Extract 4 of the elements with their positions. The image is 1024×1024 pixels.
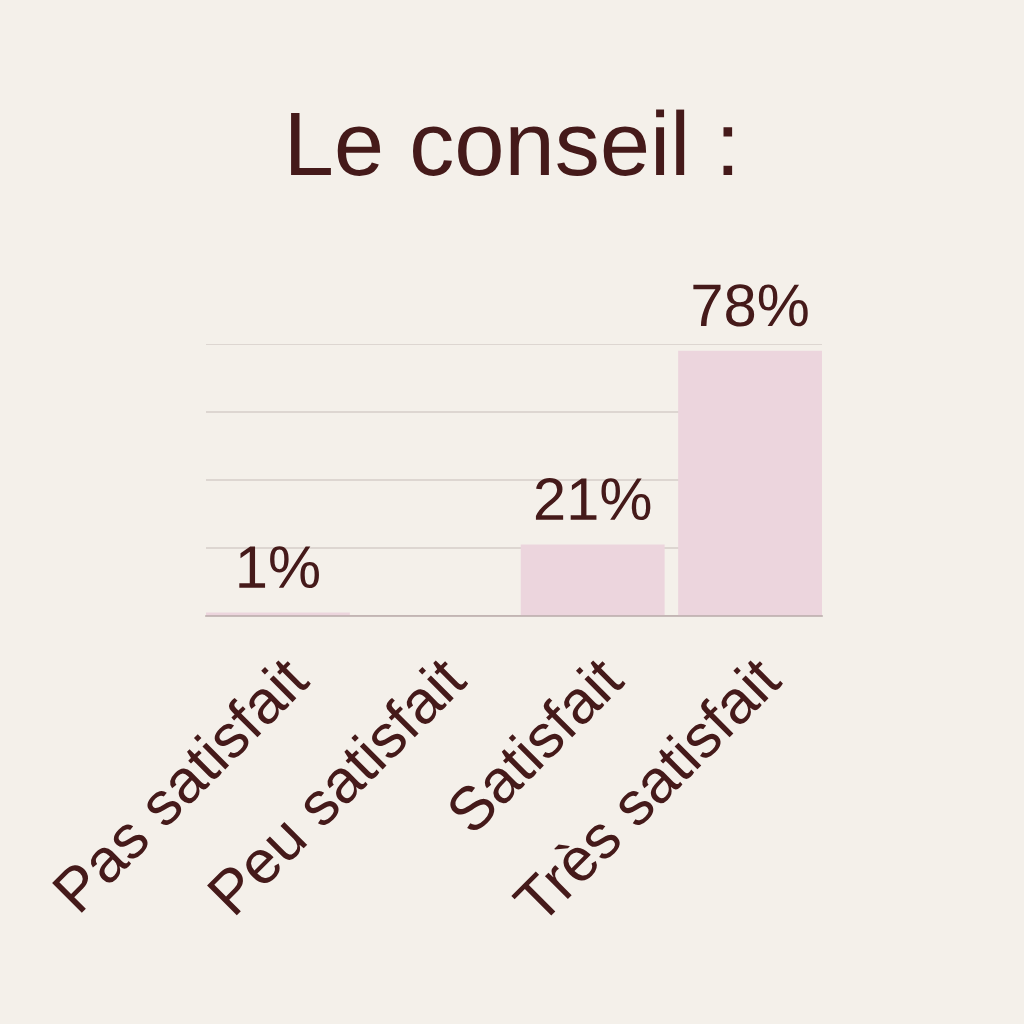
- data-label: 1%: [239, 546, 319, 589]
- data-label: 21%: [535, 478, 651, 521]
- chart-title: Le conseil :: [291, 109, 733, 176]
- data-label: 78%: [693, 284, 808, 327]
